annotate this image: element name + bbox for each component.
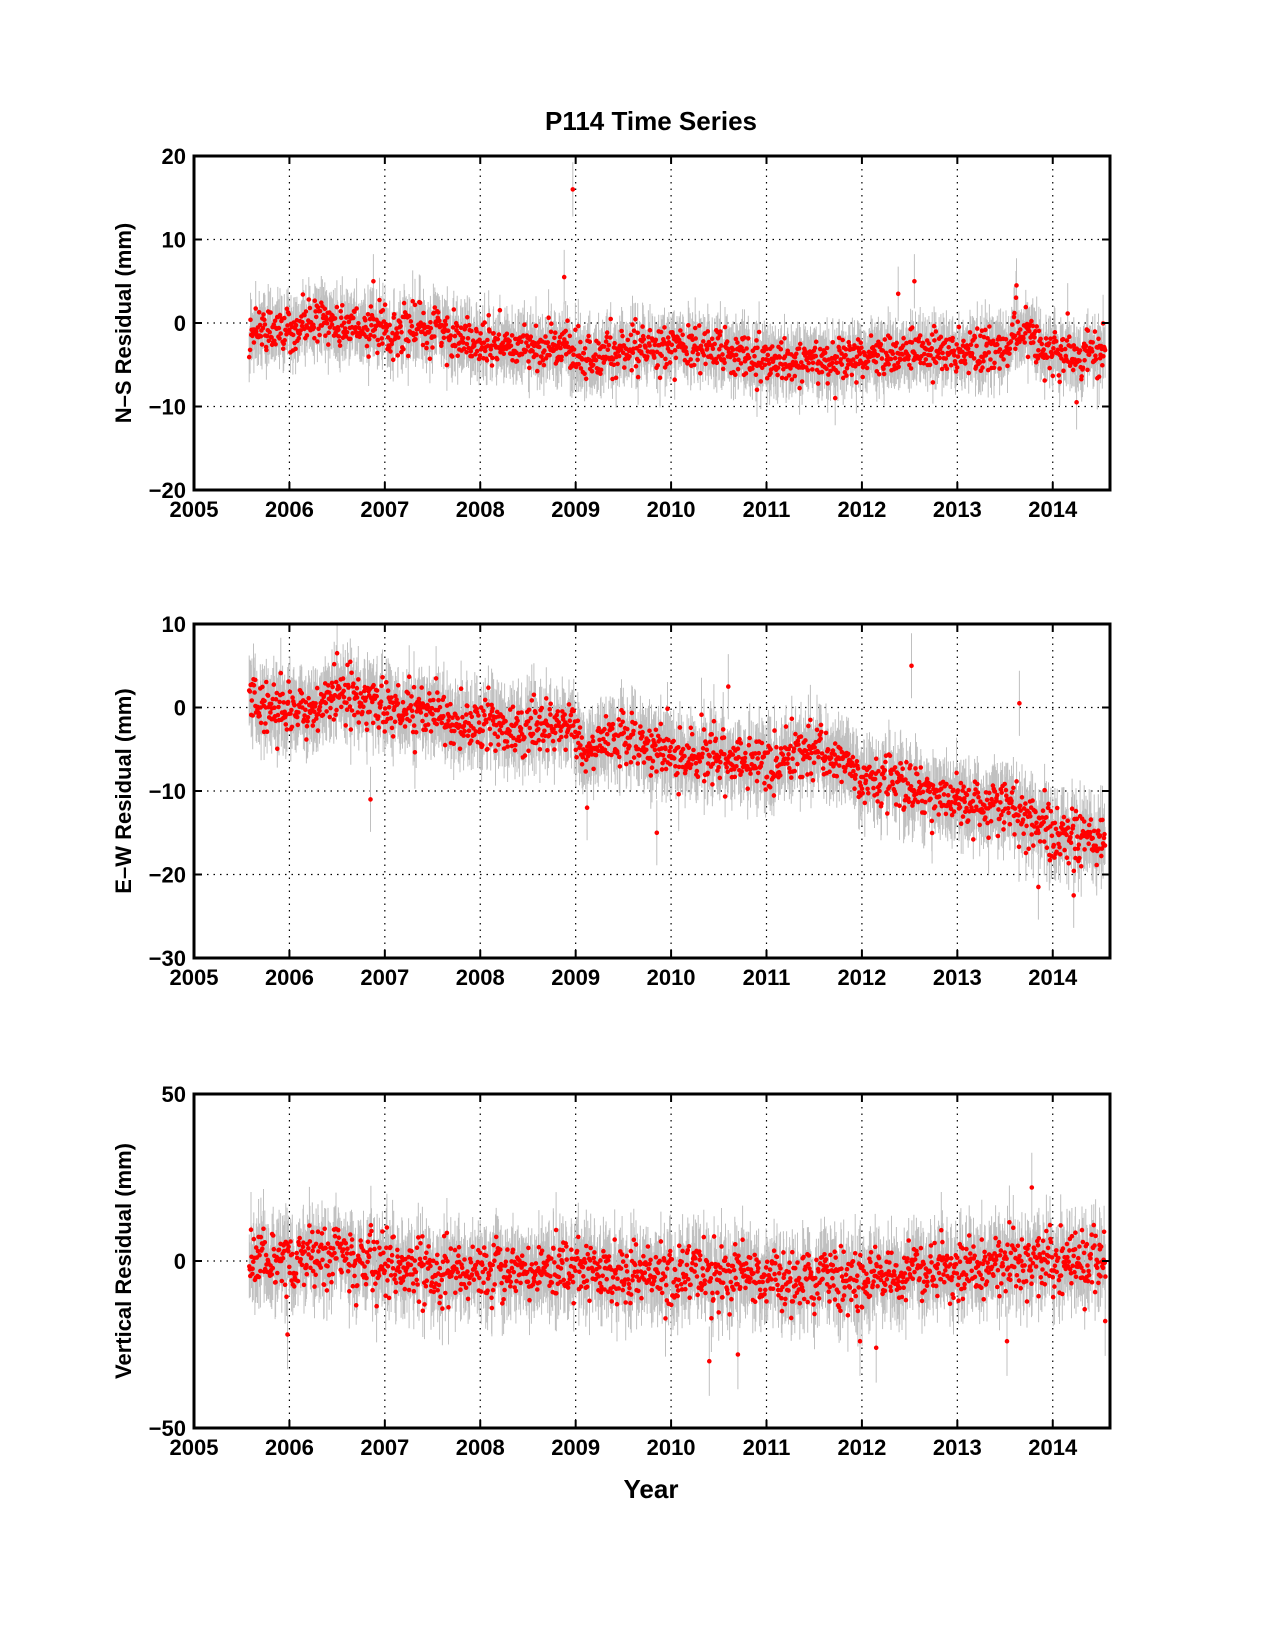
x-tick-label: 2012 [837, 965, 886, 990]
x-tick-label: 2011 [743, 965, 791, 990]
x-tick-label: 2013 [933, 965, 982, 990]
x-tick-label: 2012 [837, 497, 886, 522]
x-tick-label: 2010 [647, 965, 696, 990]
x-tick-label: 2007 [360, 965, 409, 990]
x-tick-label: 2008 [456, 1435, 505, 1460]
y-tick-label: −20 [149, 478, 186, 503]
x-tick-label: 2009 [551, 497, 600, 522]
panel-ns: 2005 2006 2007 2008 2009 2010 2011 2012 2013 2014… [111, 144, 1112, 522]
x-tick-label: 2009 [551, 965, 600, 990]
x-tick-label: 2012 [837, 1435, 886, 1460]
data-points [246, 187, 1108, 405]
x-tick-label: 2009 [551, 1435, 600, 1460]
data-points [246, 650, 1108, 898]
x-tick-label: 2008 [456, 965, 505, 990]
x-tick-label: 2011 [743, 1435, 791, 1460]
x-tick-label: 2013 [933, 497, 982, 522]
x-tick-label: 2006 [265, 497, 314, 522]
x-tick-label: 2005 [170, 497, 219, 522]
x-tick-label: 2006 [265, 1435, 314, 1460]
chart-title: P114 Time Series [545, 106, 757, 136]
x-tick-label: 2014 [1028, 965, 1078, 990]
x-tick-label: 2008 [456, 497, 505, 522]
y-tick-label: −10 [149, 395, 186, 420]
x-tick-label: 2014 [1028, 1435, 1078, 1460]
y-tick-label: 10 [162, 228, 186, 253]
x-axis-label: Year [624, 1474, 679, 1504]
x-tick-label: 2014 [1028, 497, 1078, 522]
x-tick-label: 2005 [170, 1435, 219, 1460]
y-tick-label: 0 [174, 1249, 186, 1274]
y-tick-label: −10 [149, 779, 186, 804]
y-axis-label: N–S Residual (mm) [111, 223, 136, 424]
x-tick-label: 2010 [647, 1435, 696, 1460]
data-series [246, 162, 1108, 430]
error-bars [248, 162, 1106, 430]
y-axis-label: E–W Residual (mm) [111, 688, 136, 893]
x-tick-label: 2010 [647, 497, 696, 522]
panel-ew: 2005 2006 2007 2008 2009 2010 2011 2012 2013 2014… [111, 612, 1112, 990]
y-tick-label: 0 [174, 696, 186, 721]
y-tick-label: 0 [174, 311, 186, 336]
x-tick-label: 2006 [265, 965, 314, 990]
x-tick-label: 2011 [743, 497, 791, 522]
panel-vertical: 2005 2006 2007 2008 2009 2010 2011 2012 2013 2014… [111, 1082, 1112, 1460]
x-tick-label: 2013 [933, 1435, 982, 1460]
x-tick-label: 2007 [360, 497, 409, 522]
data-series [246, 624, 1108, 928]
y-tick-label: 20 [162, 144, 186, 169]
x-tick-label: 2007 [360, 1435, 409, 1460]
y-tick-label: −20 [149, 863, 186, 888]
data-series [247, 1152, 1108, 1396]
y-axis-label: Vertical Residual (mm) [111, 1143, 136, 1379]
y-tick-label: 50 [162, 1082, 186, 1107]
y-tick-label: 10 [162, 612, 186, 637]
y-tick-label: −50 [149, 1416, 186, 1441]
y-tick-label: −30 [149, 946, 186, 971]
x-tick-label: 2005 [170, 965, 219, 990]
